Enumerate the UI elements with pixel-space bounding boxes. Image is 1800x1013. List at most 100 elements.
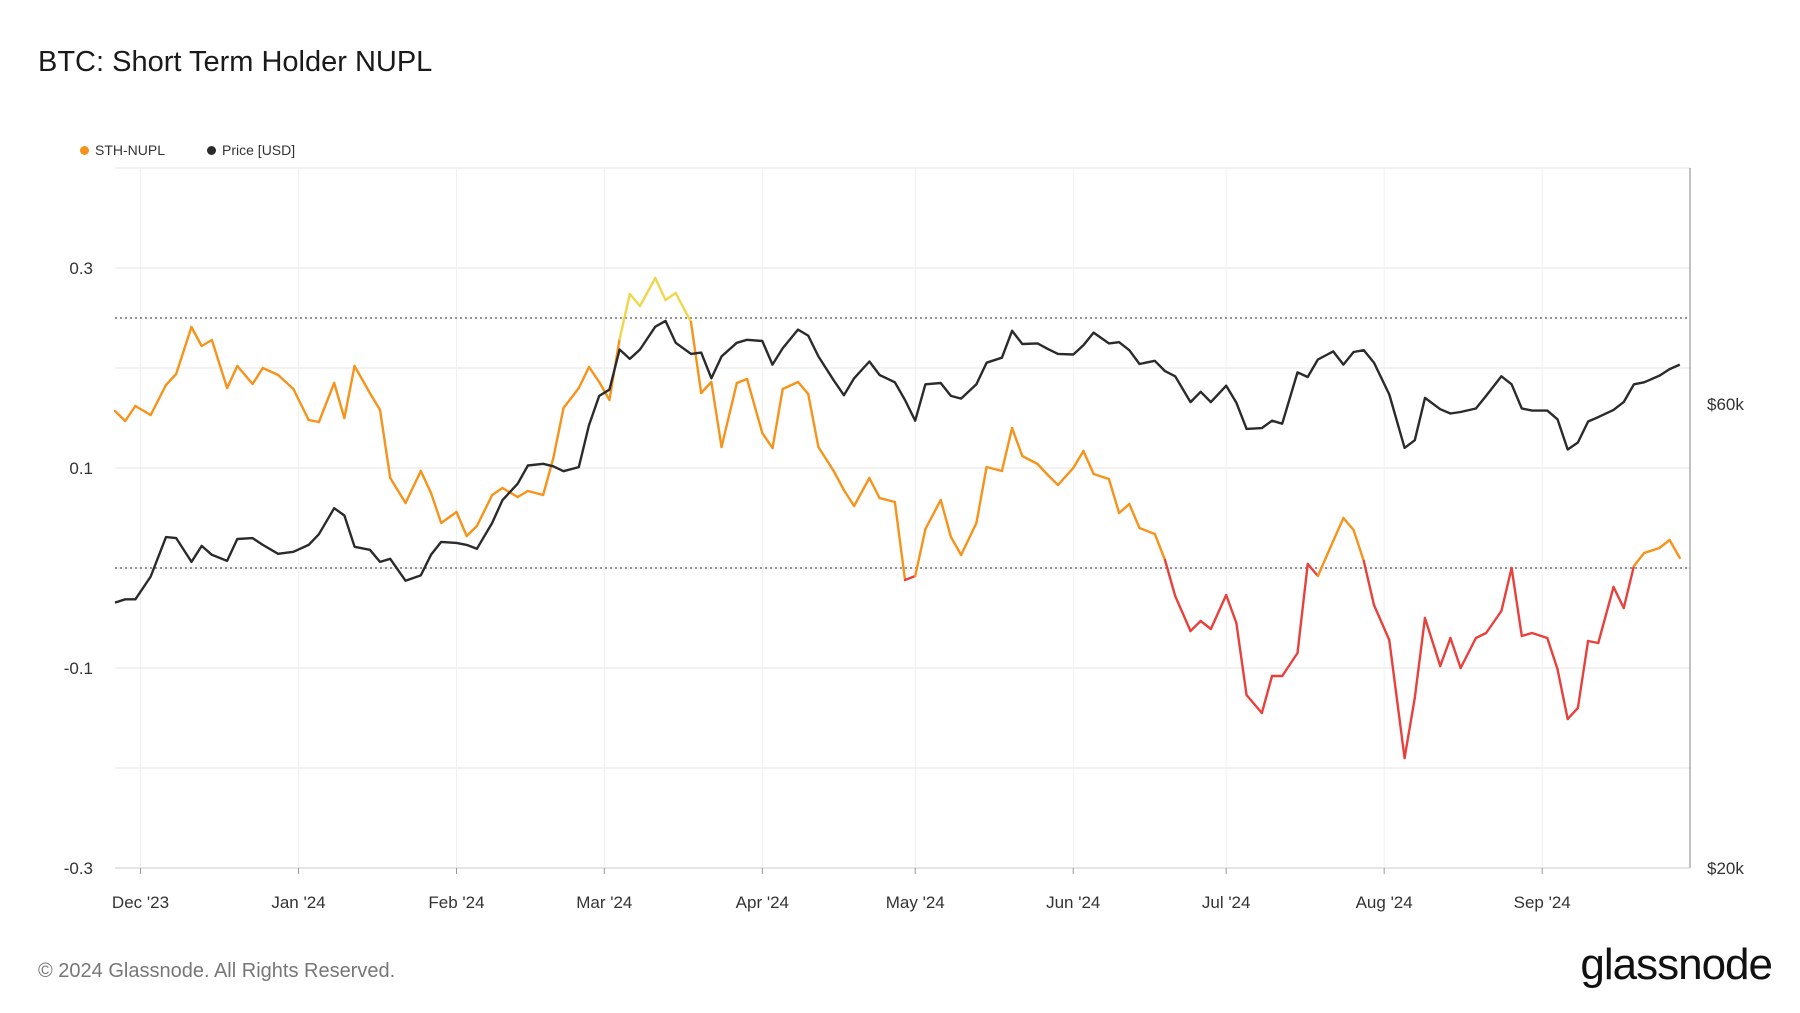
sth-nupl-segment — [190, 325, 203, 348]
sth-nupl-segment — [699, 380, 713, 395]
sth-nupl-segment — [796, 380, 810, 396]
sth-nupl-segment — [149, 383, 168, 417]
sth-nupl-segment — [1413, 616, 1427, 700]
sth-nupl-segment — [1372, 603, 1391, 642]
line-layer — [113, 276, 1682, 760]
sth-nupl-segment — [1332, 516, 1345, 543]
legend-item-sth-nupl[interactable]: STH-NUPL — [80, 142, 165, 158]
sth-nupl-segment — [1362, 559, 1376, 607]
y-left-tick-label: -0.3 — [64, 859, 93, 878]
sth-nupl-segment — [985, 465, 1004, 473]
sth-nupl-segment — [618, 292, 632, 341]
x-tick-label: Jul '24 — [1202, 893, 1251, 912]
sth-nupl-segment — [210, 338, 229, 390]
sth-nupl-segment — [654, 276, 667, 302]
sth-nupl-segment — [332, 381, 346, 420]
grid-layer — [115, 167, 1690, 869]
y-left-tick-label: -0.1 — [64, 659, 93, 678]
x-tick-label: Dec '23 — [112, 893, 169, 912]
sth-nupl-segment — [1668, 538, 1682, 560]
sth-nupl-segment — [1342, 516, 1355, 532]
x-tick-label: Sep '24 — [1514, 893, 1571, 912]
sth-nupl-segment — [710, 380, 723, 449]
sth-nupl-segment — [1576, 639, 1590, 710]
legend-dot-sth-nupl — [80, 145, 89, 155]
y-left-tick-label: 0.1 — [69, 459, 93, 478]
sth-nupl-segment — [123, 404, 137, 423]
sth-nupl-segment — [251, 366, 265, 386]
sth-nupl-segment — [1632, 551, 1646, 568]
sth-nupl-segment — [1306, 562, 1320, 578]
axis-layer: 0.3 0.1 -0.1 -0.3 $60k $20k Dec '23 Jan '24 Feb … — [64, 168, 1744, 912]
x-tick-label: Mar '24 — [576, 893, 632, 912]
chart-title: BTC: Short Term Holder NUPL — [38, 46, 433, 78]
sth-nupl-segment — [878, 496, 897, 504]
y-right-tick-label: $60k — [1707, 395, 1744, 414]
sth-nupl-segment — [1199, 619, 1213, 631]
sth-nupl-segment — [674, 291, 693, 324]
sth-nupl-segment — [1173, 594, 1192, 633]
sth-nupl-segment — [1260, 674, 1274, 715]
sth-nupl-segment — [745, 377, 764, 435]
sth-nupl-segment — [1530, 631, 1549, 640]
x-tick-label: May '24 — [886, 893, 945, 912]
sth-nupl-segment — [1036, 462, 1049, 477]
sth-nupl-segment — [343, 364, 356, 420]
sth-nupl-segment — [562, 386, 581, 410]
sth-nupl-segment — [465, 524, 479, 538]
sth-nupl-segment — [1658, 538, 1671, 550]
sth-nupl-segment — [1138, 526, 1157, 536]
sth-nupl-segment — [689, 320, 703, 395]
sth-nupl-segment — [440, 510, 458, 525]
sth-nupl-segment — [1566, 706, 1580, 721]
sth-nupl-segment — [1082, 449, 1095, 476]
sth-nupl-segment — [1010, 426, 1024, 458]
legend-label-sth-nupl: STH-NUPL — [95, 142, 166, 158]
sth-nupl-segment — [1423, 616, 1442, 668]
sth-nupl-segment — [598, 380, 611, 402]
sth-nupl-segment — [664, 291, 677, 302]
y-left-tick-label: 0.3 — [69, 259, 93, 278]
sth-nupl-segment — [307, 418, 321, 424]
x-tick-label: Jan '24 — [271, 893, 325, 912]
copyright-text: © 2024 Glassnode. All Rights Reserved. — [38, 960, 396, 982]
sth-nupl-segment — [1622, 564, 1636, 610]
sth-nupl-segment — [1520, 631, 1534, 638]
x-tick-label: Feb '24 — [428, 893, 484, 912]
sth-nupl-segment — [1642, 546, 1661, 555]
sth-nupl-segment — [1296, 562, 1309, 655]
legend-item-price[interactable]: Price [USD] — [207, 142, 295, 158]
sth-nupl-segment — [1235, 621, 1248, 697]
sth-nupl-segment — [1316, 539, 1335, 578]
sth-nupl-segment — [1189, 619, 1202, 633]
sth-nupl-segment — [1556, 667, 1569, 721]
sth-nupl-segment — [1153, 532, 1167, 562]
sth-nupl-segment — [1388, 638, 1406, 760]
sth-nupl-segment — [1439, 636, 1452, 668]
sth-nupl-segment — [429, 491, 443, 525]
sth-nupl-segment — [1403, 696, 1416, 760]
sth-nupl-segment — [975, 465, 988, 525]
glassnode-logo[interactable]: glassnode — [1580, 940, 1773, 989]
x-tick-label: Apr '24 — [736, 893, 789, 912]
sth-nupl-segment — [1092, 472, 1111, 481]
sth-nupl-segment — [959, 521, 978, 557]
sth-nupl-segment — [1209, 593, 1228, 631]
sth-nupl-segment — [404, 469, 423, 505]
sth-nupl-segment — [1245, 693, 1264, 715]
sth-nupl-segment — [903, 574, 917, 582]
sth-nupl-segment — [807, 392, 820, 449]
sth-nupl-segment — [1474, 631, 1488, 640]
sth-nupl-segment — [225, 364, 239, 390]
sth-nupl-segment — [1046, 473, 1060, 487]
price-line — [114, 319, 1681, 604]
sth-nupl-segment — [317, 381, 336, 424]
sth-nupl-segment — [868, 476, 881, 500]
sth-nupl-segment — [577, 365, 591, 390]
sth-nupl-segment — [490, 486, 504, 497]
sth-nupl-segment — [368, 391, 382, 412]
sth-nupl-segment — [1000, 426, 1014, 473]
sth-nupl-segment — [771, 387, 784, 450]
sth-nupl-segment — [236, 364, 254, 386]
